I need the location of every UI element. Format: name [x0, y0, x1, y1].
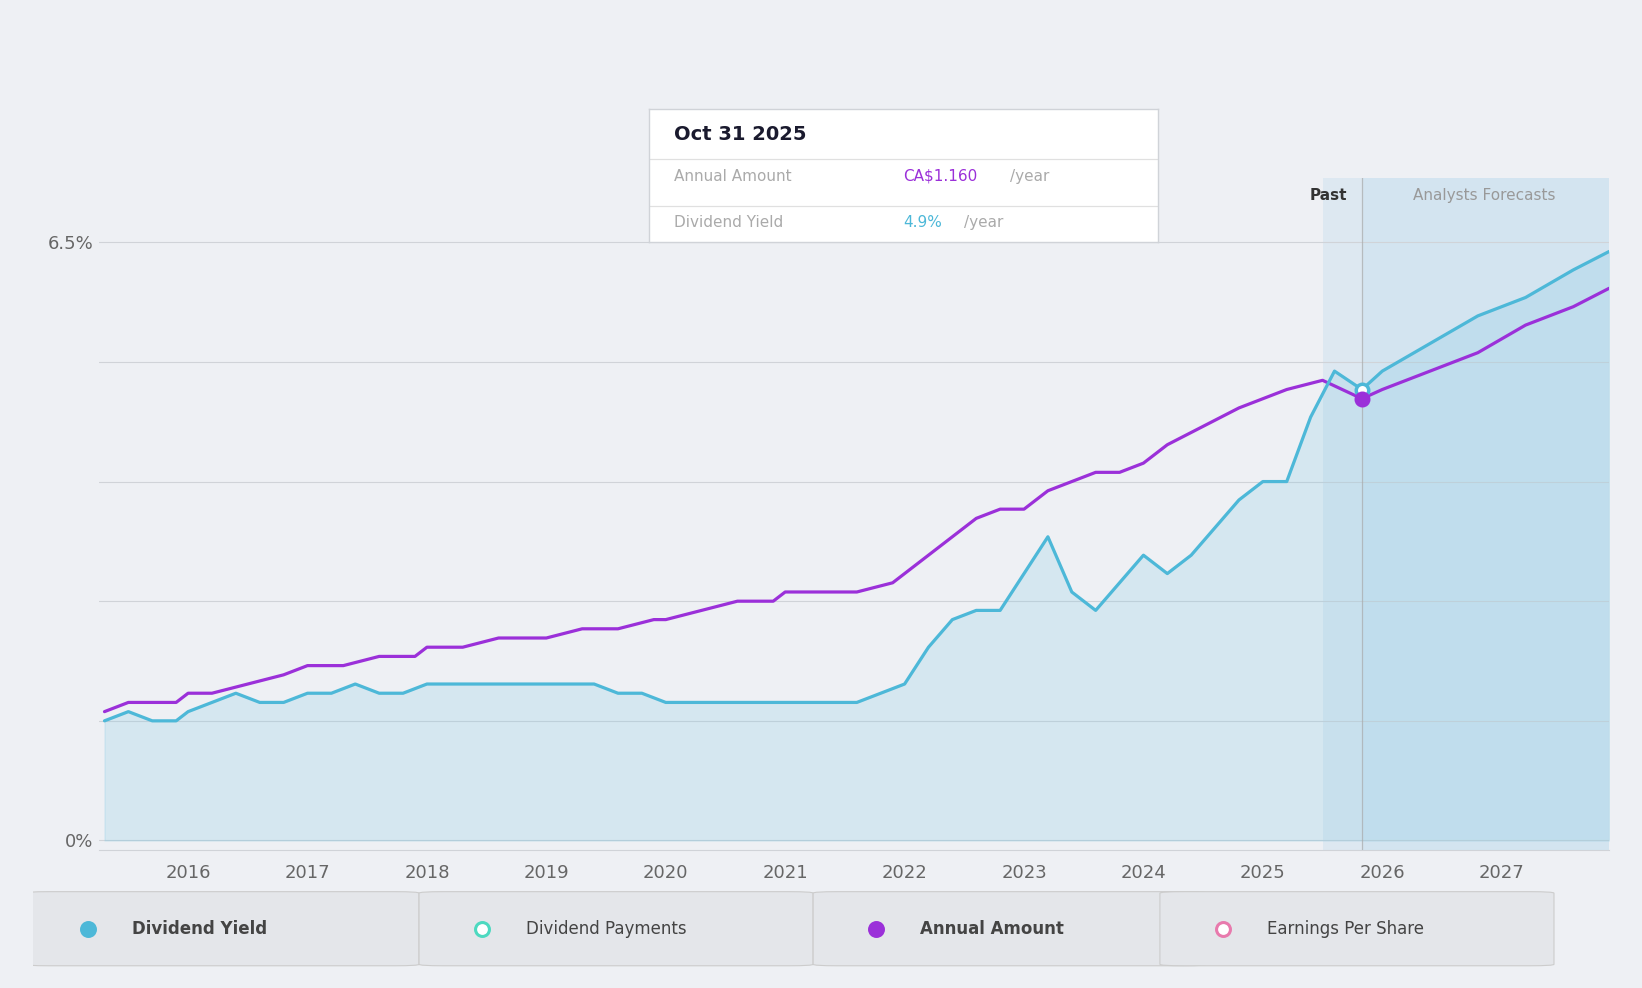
Text: Dividend Payments: Dividend Payments	[525, 920, 686, 938]
FancyBboxPatch shape	[419, 891, 813, 966]
Text: Analysts Forecasts: Analysts Forecasts	[1412, 188, 1555, 203]
Text: Annual Amount: Annual Amount	[920, 920, 1064, 938]
Text: Past: Past	[1310, 188, 1348, 203]
Bar	[1361, 178, 1609, 850]
Text: Annual Amount: Annual Amount	[675, 169, 791, 184]
FancyBboxPatch shape	[813, 891, 1207, 966]
Text: Dividend Yield: Dividend Yield	[131, 920, 268, 938]
Text: Dividend Yield: Dividend Yield	[675, 215, 783, 230]
Text: /year: /year	[964, 215, 1003, 230]
Text: 4.9%: 4.9%	[903, 215, 943, 230]
Text: Oct 31 2025: Oct 31 2025	[675, 124, 806, 143]
FancyBboxPatch shape	[25, 891, 419, 966]
Text: CA$1.160: CA$1.160	[903, 169, 977, 184]
Text: /year: /year	[1010, 169, 1049, 184]
Text: Earnings Per Share: Earnings Per Share	[1268, 920, 1424, 938]
FancyBboxPatch shape	[1159, 891, 1553, 966]
Bar	[1322, 178, 1361, 850]
